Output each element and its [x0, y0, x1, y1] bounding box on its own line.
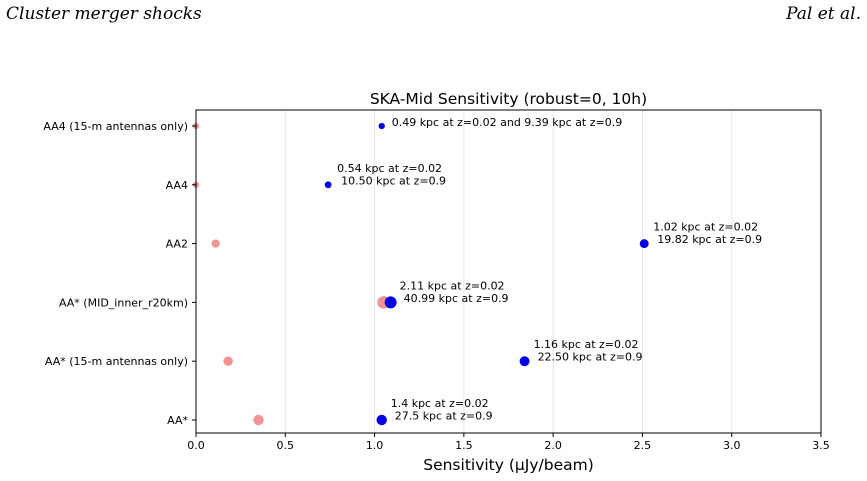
annotation-label: 10.50 kpc at z=0.9	[341, 174, 446, 187]
annotation-label: 2.11 kpc at z=0.02	[400, 279, 505, 292]
annotation-label: 1.16 kpc at z=0.02	[534, 338, 639, 351]
x-tick-label: 1.5	[455, 439, 473, 452]
annotation-label: 1.4 kpc at z=0.02	[391, 397, 489, 410]
blue-point	[376, 414, 387, 426]
annotation-label: 1.02 kpc at z=0.02	[653, 221, 758, 234]
annotation-label: 22.50 kpc at z=0.9	[538, 351, 643, 364]
y-tick-label: AA4 (15-m antennas only)	[43, 120, 188, 133]
blue-point	[639, 239, 649, 249]
running-header-right: Pal et al.	[786, 4, 861, 24]
plot-frame	[195, 109, 822, 434]
x-tick-label: 2.0	[544, 439, 562, 452]
annotation-label: 0.54 kpc at z=0.02	[337, 162, 442, 175]
x-axis: 0.0 0.5 1.0 1.5 2.0 2.5 3.0 3.5	[187, 433, 830, 452]
chart-title: SKA-Mid Sensitivity (robust=0, 10h)	[370, 90, 647, 108]
x-tick-label: 0.5	[277, 439, 295, 452]
y-tick-label: AA* (15-m antennas only)	[45, 355, 188, 368]
red-point	[223, 356, 233, 366]
annotations: 0.49 kpc at z=0.02 and 9.39 kpc at z=0.9…	[337, 116, 762, 423]
blue-point	[519, 356, 530, 367]
data-points	[192, 122, 649, 426]
annotation-label: 0.49 kpc at z=0.02 and 9.39 kpc at z=0.9	[392, 116, 623, 129]
annotation-label: 40.99 kpc at z=0.9	[404, 292, 509, 305]
blue-point	[384, 296, 397, 309]
red-point	[211, 239, 220, 248]
blue-point	[378, 122, 385, 130]
blue-point	[324, 181, 332, 189]
y-tick-label: AA* (MID_inner_r20km)	[59, 296, 188, 309]
x-tick-label: 3.0	[723, 439, 741, 452]
x-tick-label: 0.0	[187, 439, 205, 452]
annotation-label: 19.82 kpc at z=0.9	[657, 233, 762, 246]
x-tick-label: 3.5	[812, 439, 830, 452]
x-axis-label: Sensitivity (μJy/beam)	[423, 456, 594, 474]
y-tick-label: AA*	[167, 414, 188, 427]
y-tick-label: AA4	[166, 179, 188, 192]
y-axis: AA* AA* (15-m antennas only) AA* (MID_inne…	[43, 120, 196, 427]
annotation-label: 27.5 kpc at z=0.9	[395, 410, 493, 423]
running-header-left: Cluster merger shocks	[6, 4, 202, 24]
red-point	[253, 414, 264, 426]
grid-lines	[195, 110, 822, 433]
x-tick-label: 2.5	[634, 439, 652, 452]
y-tick-label: AA2	[166, 238, 188, 251]
x-tick-label: 1.0	[366, 439, 384, 452]
